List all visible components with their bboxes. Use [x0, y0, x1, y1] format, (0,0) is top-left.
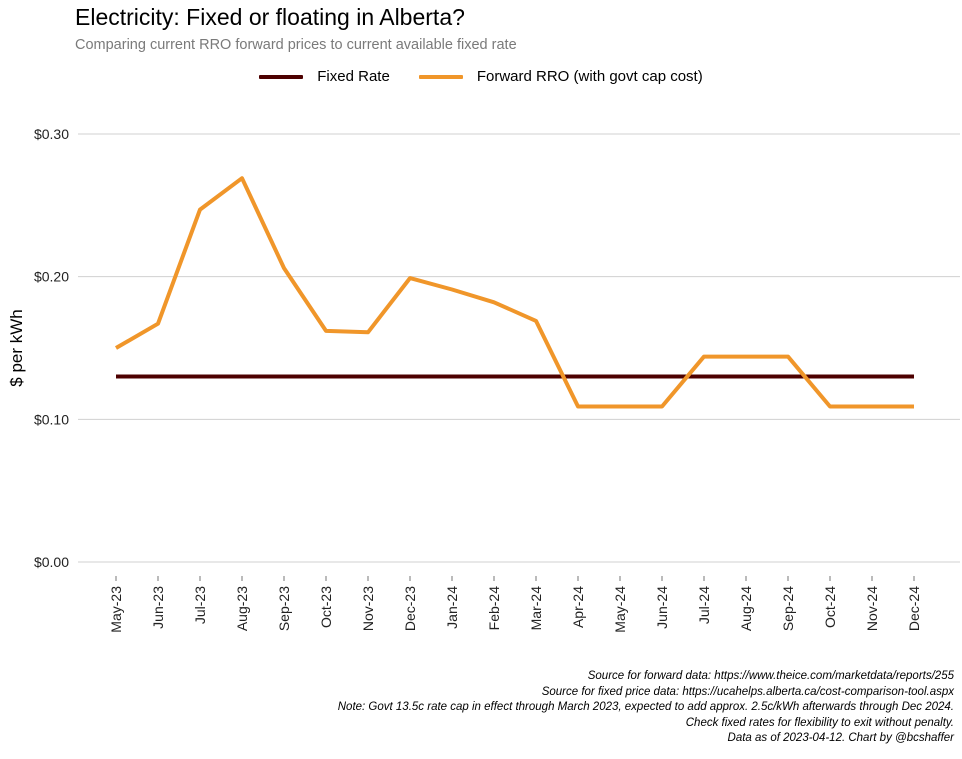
caption-advice: Check fixed rates for flexibility to exi…	[685, 716, 954, 729]
legend-item-forward-rro: Forward RRO (with govt cap cost)	[418, 68, 703, 85]
legend-label-forward-rro: Forward RRO (with govt cap cost)	[476, 68, 703, 85]
legend-swatch-fixed-rate	[259, 74, 304, 79]
series-line-forward-rro	[114, 176, 914, 409]
y-axis-ticks: $0.00 $0.10 $0.20 $0.30	[34, 126, 69, 570]
legend: Fixed Rate Forward RRO (with govt cap co…	[0, 68, 962, 85]
legend-label-fixed-rate: Fixed Rate	[317, 68, 390, 85]
y-tick-label: $0.20	[34, 269, 69, 285]
y-tick-label: $0.30	[34, 126, 69, 142]
x-tick-label: May-23	[108, 586, 124, 633]
legend-swatch-forward-rro	[418, 74, 463, 79]
legend-item-fixed-rate: Fixed Rate	[259, 68, 390, 85]
chart-title: Electricity: Fixed or floating in Albert…	[75, 4, 465, 30]
x-tick-label: Apr-24	[570, 586, 586, 628]
x-tick-label: Aug-24	[738, 586, 754, 631]
caption-block: Source for forward data: https://www.the…	[338, 669, 954, 747]
x-tick-label: May-24	[612, 586, 628, 633]
x-tick-label: Mar-24	[528, 586, 544, 631]
x-tick-label: Dec-24	[906, 586, 922, 631]
x-tick-label: Feb-24	[486, 586, 502, 631]
y-tick-label: $0.10	[34, 411, 69, 427]
x-tick-label: Nov-23	[360, 586, 376, 631]
y-tick-label: $0.00	[34, 554, 69, 570]
x-tick-label: Jan-24	[444, 586, 460, 629]
x-tick-label: Jun-23	[150, 586, 166, 629]
caption-note: Note: Govt 13.5c rate cap in effect thro…	[337, 701, 954, 713]
x-tick-label: Aug-23	[234, 586, 250, 631]
x-tick-label: Oct-24	[822, 586, 838, 628]
x-tick-label: Oct-23	[318, 586, 334, 628]
x-tick-label: Jun-24	[654, 586, 670, 629]
caption-fixed-source: Source for fixed price data: https://uca…	[541, 685, 954, 698]
x-tick-label: Jul-23	[192, 586, 208, 624]
series-lines	[114, 176, 914, 409]
caption-forward-source: Source for forward data: https://www.the…	[587, 670, 954, 682]
x-tick-label: Sep-23	[276, 586, 292, 631]
x-axis-ticks: May-23 Jun-23 Jul-23 Aug-23 Sep-23 Oct-23 Nov-…	[108, 576, 922, 633]
caption-credit: Data as of 2023-04-12. Chart by @bcshaff…	[727, 732, 954, 744]
x-tick-label: Dec-23	[402, 586, 418, 631]
gridlines	[78, 133, 960, 563]
chart-subtitle: Comparing current RRO forward prices to …	[75, 37, 517, 53]
x-tick-label: Sep-24	[780, 586, 796, 631]
x-tick-label: Jul-24	[696, 586, 712, 624]
y-axis-label: $ per kWh	[7, 309, 26, 386]
x-tick-label: Nov-24	[864, 586, 880, 631]
